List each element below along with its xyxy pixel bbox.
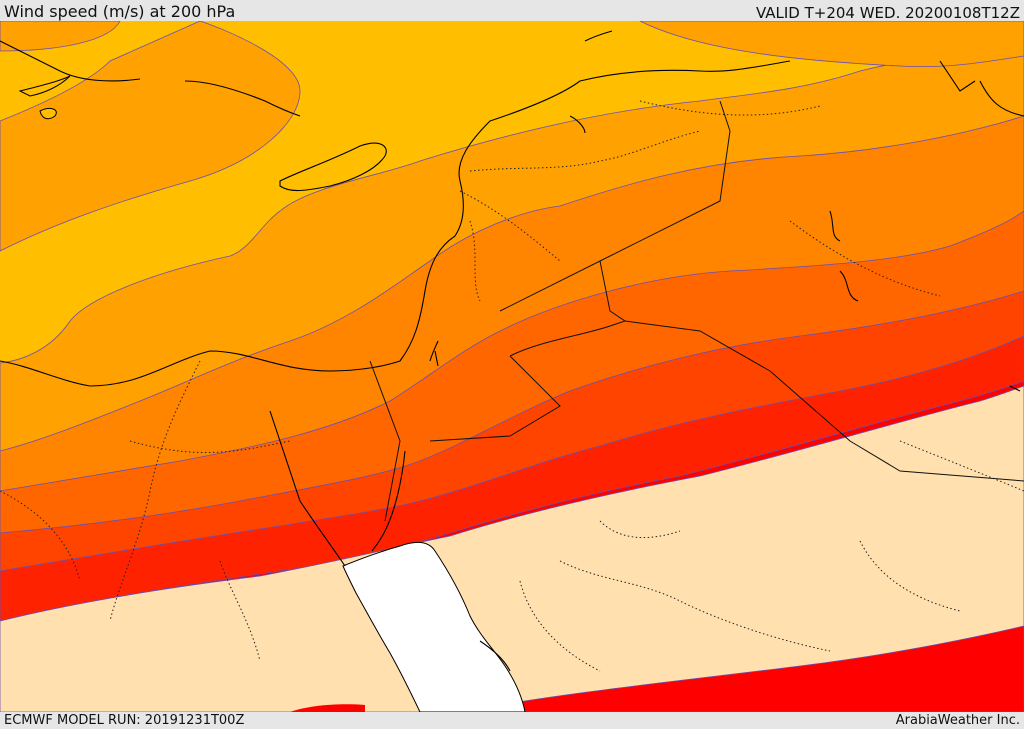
- island-shapes: [18, 75, 71, 120]
- band-7-south-left: [290, 704, 365, 712]
- country-borders: [0, 100, 1024, 672]
- header-bar: Wind speed (m/s) at 200 hPa VALID T+204 …: [0, 0, 1024, 22]
- map-title: Wind speed (m/s) at 200 hPa: [4, 2, 236, 21]
- coastlines: [0, 30, 1024, 672]
- valid-time: VALID T+204 WED. 20200108T12Z: [755, 4, 1020, 22]
- solid-borders: [369, 100, 1024, 522]
- model-run: ECMWF MODEL RUN: 20191231T00Z: [4, 713, 245, 728]
- band-2-north: [0, 21, 301, 252]
- red-sea-mask: [342, 541, 526, 712]
- band-7-south: [459, 625, 1024, 712]
- band-2-topright: [639, 21, 1024, 68]
- credit-label: ArabiaWeather Inc.: [895, 713, 1020, 728]
- wind-speed-map: [0, 21, 1024, 712]
- map-canvas: [0, 21, 1024, 712]
- footer-bar: ECMWF MODEL RUN: 20191231T00Z ArabiaWeat…: [0, 712, 1024, 729]
